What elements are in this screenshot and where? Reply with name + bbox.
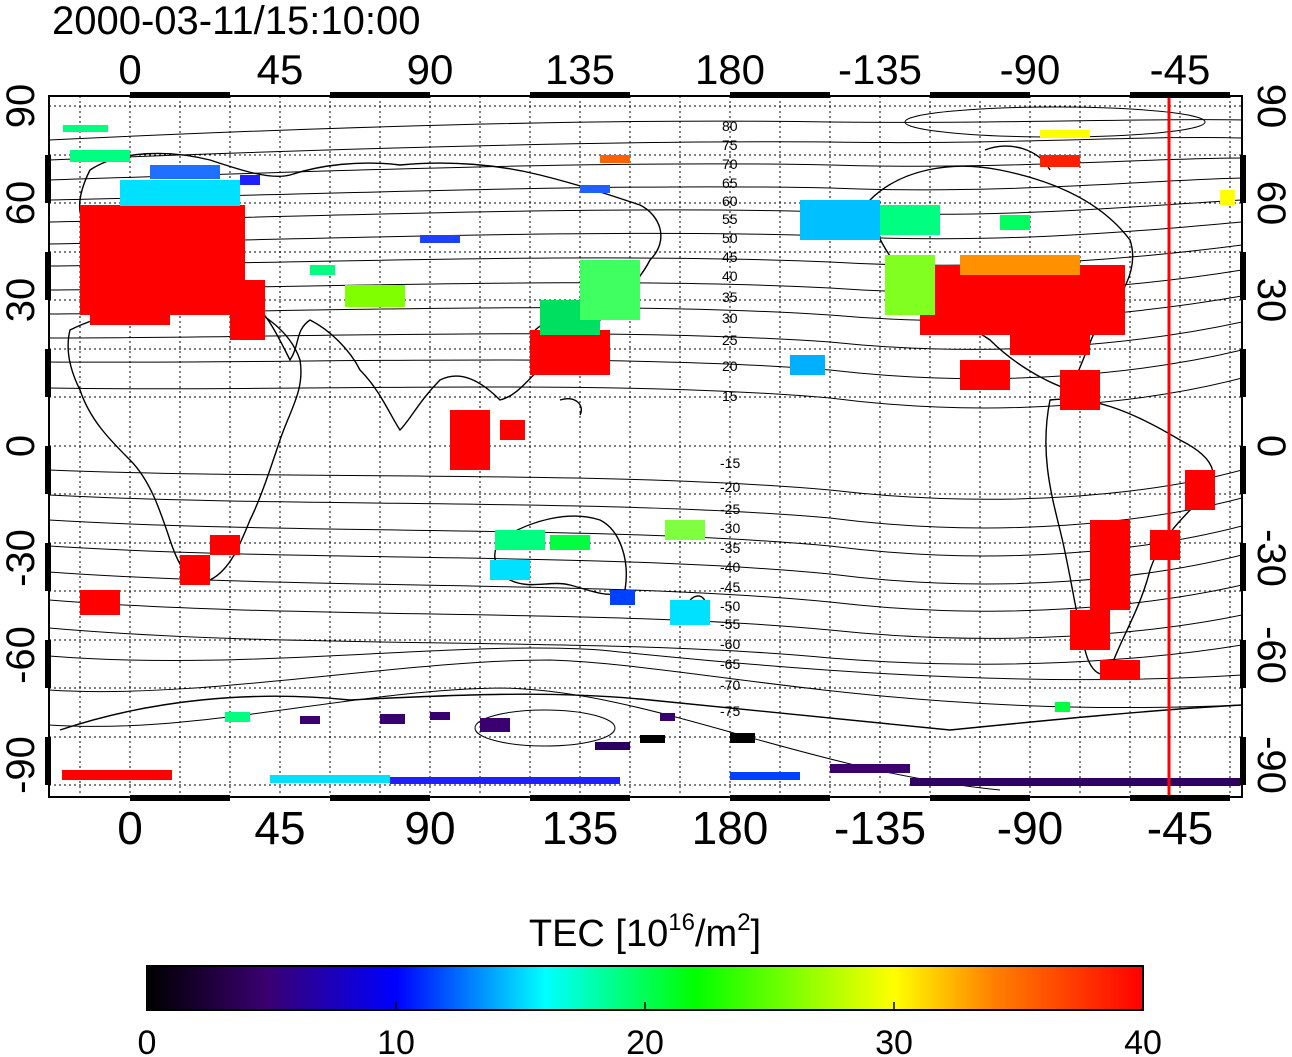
contour-label: 35 (722, 289, 738, 305)
colorbar-ticks (395, 1002, 895, 1010)
bottom-longitude-labels: 0 45 90 135 180 -135 -90 -45 (117, 802, 1213, 854)
timestamp-label: 2000-03-11/15:10:00 (52, 0, 420, 43)
lat-tick-right: 90 (1249, 84, 1292, 129)
lon-tick-top: -90 (1000, 46, 1061, 93)
lat-tick-left: -30 (0, 529, 43, 587)
lat-tick-left: 0 (0, 435, 43, 457)
lon-tick-bottom: 0 (117, 802, 143, 854)
contour-label: -70 (720, 677, 740, 693)
contour-label: 80 (722, 118, 738, 134)
contour-label: 60 (722, 193, 738, 209)
lon-tick-top: -135 (838, 46, 922, 93)
top-longitude-labels: 0 45 90 135 180 -135 -90 -45 (118, 46, 1210, 93)
contour-label: 70 (722, 156, 738, 172)
lon-tick-top: 0 (118, 46, 141, 93)
contour-label: -50 (720, 598, 740, 614)
contour-label: 50 (722, 230, 738, 246)
lat-tick-left: -90 (0, 736, 43, 794)
lat-tick-right: 60 (1249, 181, 1292, 226)
colorbar-tick-labels: 0 10 20 30 40 (138, 1024, 1162, 1057)
contour-label: -20 (720, 479, 740, 495)
contour-label: -45 (720, 579, 740, 595)
lon-tick-bottom: -45 (1147, 802, 1213, 854)
lat-tick-right: 0 (1249, 435, 1292, 457)
contour-label: -75 (720, 703, 740, 719)
magnetic-latitude-contours (49, 106, 1242, 791)
contour-label: 55 (722, 211, 738, 227)
contour-label: -55 (720, 616, 740, 632)
lon-tick-bottom: -90 (997, 802, 1063, 854)
lat-tick-right: -30 (1249, 529, 1292, 587)
contour-label: -30 (720, 520, 740, 536)
lat-tick-left: -60 (0, 626, 43, 684)
lat-tick-right: 30 (1249, 278, 1292, 323)
contour-label: -25 (720, 501, 740, 517)
lon-tick-bottom: 180 (692, 802, 769, 854)
colorbar-title-exp2: 2 (737, 909, 750, 936)
contour-label: 25 (722, 332, 738, 348)
contour-label: -65 (720, 656, 740, 672)
lon-tick-bottom: 90 (404, 802, 455, 854)
lat-tick-right: -90 (1249, 736, 1292, 794)
colorbar-tick-label: 10 (377, 1024, 415, 1057)
lat-tick-right: -60 (1249, 626, 1292, 684)
lon-tick-bottom: -135 (834, 802, 926, 854)
lon-tick-top: 180 (695, 46, 765, 93)
colorbar-title-prefix: TEC [10 (529, 913, 668, 955)
colorbar-title-suffix: ] (751, 913, 762, 955)
contour-label: 65 (722, 175, 738, 191)
frame-tick-bars (45, 92, 1246, 801)
contour-label: -35 (720, 540, 740, 556)
contour-label: 30 (722, 310, 738, 326)
contour-label: 20 (722, 358, 738, 374)
colorbar-title: TEC [1016/m2] (529, 909, 761, 955)
lon-tick-top: 45 (257, 46, 304, 93)
colorbar-tick-label: 30 (875, 1024, 913, 1057)
colorbar-title-exp1: 16 (668, 909, 695, 936)
contour-labels-north: 80 75 70 65 60 55 50 45 40 35 30 25 20 1… (722, 118, 738, 404)
lon-tick-top: 135 (545, 46, 615, 93)
contour-labels-south: -15 -20 -25 -30 -35 -40 -45 -50 -55 -60 … (720, 455, 740, 719)
contour-label: 40 (722, 268, 738, 284)
left-latitude-labels: 90 60 30 0 -30 -60 -90 (0, 84, 43, 794)
lat-tick-left: 60 (0, 181, 43, 226)
lat-tick-left: 90 (0, 84, 43, 129)
colorbar-title-mid: /m (695, 913, 737, 955)
contour-label: 15 (722, 388, 738, 404)
lon-tick-bottom: 45 (254, 802, 305, 854)
lon-tick-top: -45 (1150, 46, 1211, 93)
contour-label: -15 (720, 455, 740, 471)
tec-observations (62, 125, 1240, 786)
colorbar-tick-label: 0 (138, 1024, 157, 1057)
lon-tick-bottom: 135 (542, 802, 619, 854)
right-latitude-labels: 90 60 30 0 -30 -60 -90 (1249, 84, 1292, 794)
lon-tick-top: 90 (407, 46, 454, 93)
colorbar-tick-label: 40 (1124, 1024, 1162, 1057)
contour-label: 45 (722, 249, 738, 265)
contour-label: -40 (720, 559, 740, 575)
lat-tick-left: 30 (0, 278, 43, 323)
contour-label: 75 (722, 137, 738, 153)
colorbar-tick-label: 20 (626, 1024, 664, 1057)
contour-label: -60 (720, 636, 740, 652)
